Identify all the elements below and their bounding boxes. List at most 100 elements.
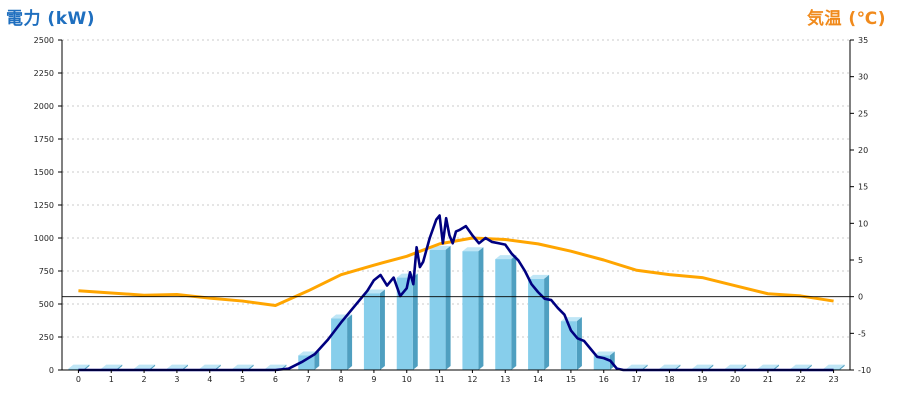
bar-top	[495, 255, 517, 260]
x-tick-label: 16	[599, 375, 609, 384]
x-tick-label: 13	[500, 375, 510, 384]
bar-side	[773, 364, 779, 370]
bar-side	[248, 364, 254, 370]
x-tick-label: 9	[371, 375, 376, 384]
bar-top	[626, 364, 648, 369]
y-tick-label: 250	[39, 333, 54, 342]
bar-top	[757, 364, 779, 369]
bar-side	[117, 364, 123, 370]
bar	[462, 247, 484, 370]
power-series	[78, 214, 834, 372]
y2-tick-label: 20	[858, 146, 868, 155]
right-axis-title: 気温 (℃)	[806, 9, 886, 29]
temperature-series	[78, 236, 834, 307]
bar-side	[314, 351, 320, 370]
x-tick-label: 15	[566, 375, 576, 384]
bar-side	[576, 317, 582, 370]
bar-front	[462, 251, 479, 370]
bar-side	[412, 273, 418, 370]
bar	[528, 274, 550, 370]
x-tick-label: 3	[174, 375, 179, 384]
x-tick-label: 23	[828, 375, 838, 384]
bar-top	[725, 364, 747, 369]
bar-side	[478, 247, 484, 370]
bar	[363, 289, 385, 370]
x-tick-label: 17	[631, 375, 641, 384]
bar	[429, 245, 451, 370]
x-tick-label: 0	[76, 375, 81, 384]
x-tick-label: 5	[240, 375, 245, 384]
x-tick-label: 7	[306, 375, 311, 384]
bar-side	[675, 364, 681, 370]
bar-side	[84, 364, 90, 370]
x-tick-label: 2	[142, 375, 147, 384]
bar-front	[68, 368, 85, 370]
bar-front	[298, 355, 315, 370]
bar-top	[101, 364, 123, 369]
grid-lines	[62, 39, 850, 338]
x-tick-label: 8	[339, 375, 344, 384]
y-tick-label: 0	[49, 366, 54, 375]
y-tick-label: 1250	[34, 201, 54, 210]
bar-front	[363, 293, 380, 370]
bar	[560, 317, 582, 370]
y-tick-label: 1000	[34, 234, 54, 243]
x-tick-label: 19	[697, 375, 707, 384]
bar	[495, 255, 517, 370]
bar	[68, 364, 90, 370]
x-tick-label: 12	[467, 375, 477, 384]
bar	[396, 273, 418, 370]
bar-top	[528, 274, 550, 279]
bar-side	[347, 314, 353, 370]
bar-top	[462, 247, 484, 252]
y-tick-label: 1500	[34, 168, 54, 177]
y-tick-label: 2500	[34, 36, 54, 45]
axes: 02505007501000125015001750200022502500-1…	[34, 36, 871, 384]
power-line	[78, 214, 834, 372]
bar-side	[182, 364, 188, 370]
x-tick-label: 10	[402, 375, 412, 384]
bar-top	[166, 364, 188, 369]
y2-tick-label: 30	[858, 73, 868, 82]
bar-top	[265, 364, 287, 369]
y2-tick-label: 35	[858, 36, 868, 45]
x-tick-label: 20	[730, 375, 740, 384]
y2-tick-label: 15	[858, 183, 868, 192]
temperature-line	[78, 236, 834, 307]
x-tick-label: 18	[664, 375, 674, 384]
bar-top	[199, 364, 221, 369]
y-tick-label: 2000	[34, 102, 54, 111]
y2-tick-label: 5	[858, 256, 863, 265]
left-axis-title: 電力 (kW)	[6, 9, 96, 29]
y-tick-label: 1750	[34, 135, 54, 144]
bar-top	[68, 364, 90, 369]
bar-top	[659, 364, 681, 369]
y2-tick-label: 25	[858, 109, 868, 118]
x-tick-label: 6	[273, 375, 278, 384]
y-tick-label: 750	[39, 267, 54, 276]
bar-top	[232, 364, 254, 369]
bar-front	[495, 259, 512, 370]
bar-front	[528, 278, 545, 370]
bar-top	[134, 364, 156, 369]
bar-top	[363, 289, 385, 294]
bar-top	[790, 364, 812, 369]
bar-top	[823, 364, 845, 369]
y2-tick-label: -5	[858, 329, 866, 338]
bar-top	[692, 364, 714, 369]
y2-tick-label: -10	[858, 366, 871, 375]
bar-side	[215, 364, 221, 370]
bar-side	[511, 255, 517, 370]
y-tick-label: 500	[39, 300, 54, 309]
bar-front	[429, 249, 446, 370]
y-tick-label: 2250	[34, 69, 54, 78]
bar-side	[150, 364, 156, 370]
x-tick-label: 22	[796, 375, 806, 384]
bar-side	[806, 364, 812, 370]
x-tick-label: 14	[533, 375, 543, 384]
bar-series	[68, 245, 845, 370]
x-tick-label: 11	[434, 375, 444, 384]
bar-top	[593, 351, 615, 356]
x-tick-label: 1	[109, 375, 114, 384]
